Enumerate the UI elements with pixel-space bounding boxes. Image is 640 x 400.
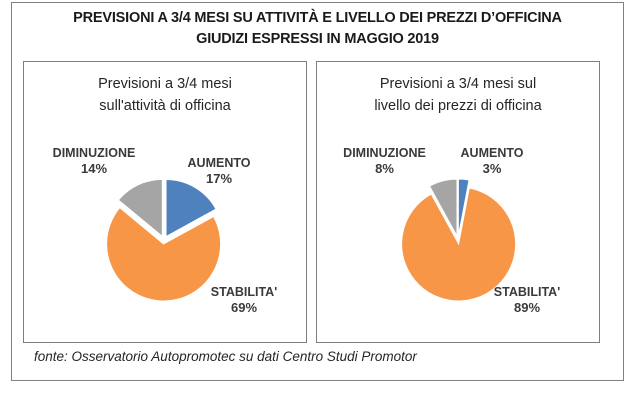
chart-panel-attivita: Previsioni a 3/4 mesi sull'attività di o… <box>23 61 307 343</box>
pie-slice-aumento <box>165 179 217 238</box>
data-label-aumento-prezzi-name: AUMENTO <box>460 146 524 160</box>
chart-title-prezzi-line1: Previsioni a 3/4 mesi sul <box>379 76 537 92</box>
data-label-stabilita-attivita: STABILITA' 69% <box>184 285 304 315</box>
title-line-1: PREVISIONI A 3/4 MESI SU ATTIVITÀ E LIVE… <box>73 10 562 26</box>
chart-title-prezzi-line2: livello dei prezzi di officina <box>374 98 542 114</box>
chart-title-prezzi: Previsioni a 3/4 mesi sul livello dei pr… <box>317 73 599 117</box>
data-label-diminuzione-attivita-name: DIMINUZIONE <box>52 146 136 160</box>
data-label-aumento-attivita-pct: 17% <box>205 171 233 186</box>
data-label-diminuzione-attivita-pct: 14% <box>80 161 108 176</box>
data-label-diminuzione-prezzi: DIMINUZIONE 8% <box>322 146 447 176</box>
chart-title-attivita: Previsioni a 3/4 mesi sull'attività di o… <box>24 73 306 117</box>
data-label-aumento-attivita: AUMENTO 17% <box>164 156 274 186</box>
data-label-stabilita-prezzi-name: STABILITA' <box>493 285 561 299</box>
data-label-aumento-prezzi: AUMENTO 3% <box>437 146 547 176</box>
data-label-diminuzione-attivita: DIMINUZIONE 14% <box>34 146 154 176</box>
data-label-diminuzione-prezzi-name: DIMINUZIONE <box>343 146 426 160</box>
title-line-2: GIUDIZI ESPRESSI IN MAGGIO 2019 <box>196 31 439 47</box>
source-note: fonte: Osservatorio Autopromotec su dati… <box>34 349 417 364</box>
pie-slice-diminuzione <box>117 178 163 238</box>
chart-panel-prezzi: Previsioni a 3/4 mesi sul livello dei pr… <box>316 61 600 343</box>
data-label-stabilita-prezzi-pct: 89% <box>513 300 541 315</box>
data-label-aumento-attivita-name: AUMENTO <box>187 156 251 170</box>
page-title: PREVISIONI A 3/4 MESI SU ATTIVITÀ E LIVE… <box>11 8 624 54</box>
pie-slice-diminuzione <box>428 178 458 237</box>
chart-title-attivita-line1: Previsioni a 3/4 mesi <box>98 76 232 92</box>
data-label-stabilita-attivita-pct: 69% <box>230 300 258 315</box>
pie-slice-aumento <box>457 178 470 237</box>
chart-title-attivita-line2: sull'attività di officina <box>99 98 231 114</box>
pie-slice-stabilita <box>401 187 517 302</box>
data-label-aumento-prezzi-pct: 3% <box>482 161 502 176</box>
data-label-stabilita-attivita-name: STABILITA' <box>210 285 278 299</box>
data-label-diminuzione-prezzi-pct: 8% <box>375 161 394 176</box>
data-label-stabilita-prezzi: STABILITA' 89% <box>467 285 587 315</box>
